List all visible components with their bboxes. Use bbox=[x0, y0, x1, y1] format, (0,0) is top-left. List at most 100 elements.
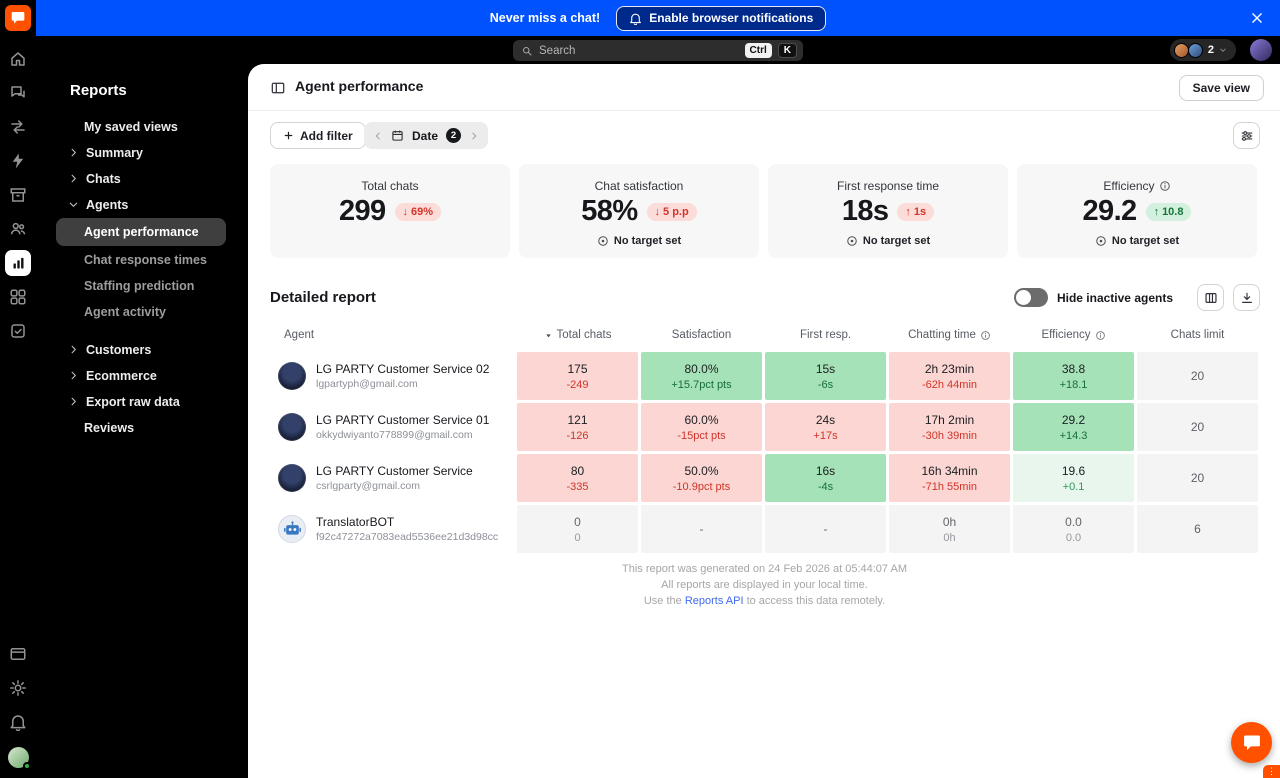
livechat-logo[interactable] bbox=[5, 5, 31, 31]
chevron-right-icon bbox=[68, 147, 79, 158]
sidebar-item-agents[interactable]: Agents bbox=[56, 192, 226, 217]
info-icon[interactable] bbox=[1159, 180, 1171, 192]
cell-total-chats: 121 -126 bbox=[517, 403, 638, 451]
nav-chats-icon[interactable] bbox=[9, 84, 27, 102]
info-icon[interactable] bbox=[980, 330, 991, 341]
metric-first-response-time: First response time 18s ↑ 1s No target se… bbox=[768, 164, 1008, 258]
cell-value: 20 bbox=[1190, 420, 1205, 434]
chevron-right-icon[interactable] bbox=[469, 131, 479, 141]
cell-delta: -6s bbox=[817, 378, 834, 391]
nav-apps-icon[interactable] bbox=[9, 288, 27, 306]
user-avatar[interactable] bbox=[1250, 39, 1272, 61]
agent-cell[interactable]: LG PARTY Customer Service csrlgparty@gmai… bbox=[270, 454, 514, 502]
sidebar-item-export-raw-data[interactable]: Export raw data bbox=[56, 389, 226, 414]
corner-widget-tab[interactable]: ⋮ bbox=[1263, 765, 1280, 778]
sidebar-item-label: Staffing prediction bbox=[84, 278, 195, 293]
agent-cell[interactable]: LG PARTY Customer Service 02 lgpartyph@gm… bbox=[270, 352, 514, 400]
target-icon bbox=[597, 235, 609, 247]
delta-value: 69% bbox=[411, 205, 434, 218]
chat-widget-button[interactable] bbox=[1231, 722, 1272, 763]
toggle-knob bbox=[1015, 290, 1031, 305]
sidebar-item-staffing-prediction[interactable]: Staffing prediction bbox=[56, 273, 226, 298]
cell-chatting-time: 0h 0h bbox=[889, 505, 1010, 553]
sidebar-item-chat-response-times[interactable]: Chat response times bbox=[56, 247, 226, 272]
collapse-sidebar-icon[interactable] bbox=[270, 80, 286, 96]
info-icon[interactable] bbox=[1095, 330, 1106, 341]
cell-first-resp: 16s -4s bbox=[765, 454, 886, 502]
sidebar-item-label: Summary bbox=[86, 145, 143, 160]
hide-inactive-agents-toggle[interactable] bbox=[1013, 288, 1048, 307]
cell-value: - bbox=[699, 522, 704, 536]
report-footer: This report was generated on 24 Feb 2026… bbox=[270, 561, 1259, 609]
agents-online-pill[interactable]: 2 bbox=[1169, 39, 1236, 61]
column-header-chatting-time[interactable]: Chatting time bbox=[889, 324, 1010, 346]
save-view-button[interactable]: Save view bbox=[1178, 75, 1264, 101]
nav-quality-icon[interactable] bbox=[9, 322, 27, 340]
sidebar-item-agent-activity[interactable]: Agent activity bbox=[56, 299, 226, 324]
column-header-satisfaction[interactable]: Satisfaction bbox=[671, 329, 732, 341]
add-filter-button[interactable]: Add filter bbox=[270, 122, 366, 149]
plus-icon bbox=[283, 130, 294, 141]
date-filter-chip[interactable]: Date 2 bbox=[364, 122, 489, 149]
icon-rail bbox=[0, 36, 36, 778]
column-header-first-resp[interactable]: First resp. bbox=[799, 329, 852, 341]
nav-reports-icon-active[interactable] bbox=[5, 250, 31, 276]
page-title: Agent performance bbox=[295, 78, 424, 94]
manage-columns-button[interactable] bbox=[1197, 284, 1224, 311]
cell-value: - bbox=[823, 522, 828, 536]
cell-delta: -249 bbox=[566, 378, 589, 391]
metric-value: 299 bbox=[338, 195, 386, 227]
cell-delta: -62h 44min bbox=[921, 378, 978, 391]
nav-settings-icon[interactable] bbox=[9, 679, 27, 697]
chevron-left-icon[interactable] bbox=[373, 131, 383, 141]
cell-delta: -15pct pts bbox=[677, 429, 726, 442]
toggle-label: Hide inactive agents bbox=[1056, 290, 1173, 305]
column-header-chats-limit[interactable]: Chats limit bbox=[1170, 329, 1225, 341]
nav-notifications-icon[interactable] bbox=[9, 713, 27, 731]
cell-value: 60.0% bbox=[684, 412, 719, 427]
sidebar-item-my-saved-views[interactable]: My saved views bbox=[56, 114, 226, 139]
search-input[interactable] bbox=[539, 44, 739, 57]
nav-archives-icon[interactable] bbox=[9, 186, 27, 204]
column-header-total-chats[interactable]: Total chats bbox=[517, 324, 638, 346]
cell-value: 50.0% bbox=[684, 463, 719, 478]
cell-value: 17h 2min bbox=[924, 412, 975, 427]
sidebar-item-reviews[interactable]: Reviews bbox=[56, 415, 226, 440]
sidebar-item-customers[interactable]: Customers bbox=[56, 337, 226, 362]
robot-icon bbox=[283, 520, 302, 539]
agent-cell[interactable]: LG PARTY Customer Service 01 okkydwiyanto… bbox=[270, 403, 514, 451]
cell-delta: +14.3 bbox=[1059, 429, 1088, 442]
target-label: No target set bbox=[613, 235, 682, 247]
sidebar-item-summary[interactable]: Summary bbox=[56, 140, 226, 165]
nav-traffic-icon[interactable] bbox=[9, 118, 27, 136]
column-header-label: Chatting time bbox=[908, 329, 976, 341]
agent-cell[interactable]: TranslatorBOT f92c47272a7083ead5536ee21d3… bbox=[270, 505, 514, 553]
enable-notifications-button[interactable]: Enable browser notifications bbox=[616, 5, 827, 31]
cell-delta: 0.0 bbox=[1065, 531, 1082, 544]
column-header-agent[interactable]: Agent bbox=[284, 329, 315, 341]
agent-name: LG PARTY Customer Service bbox=[316, 464, 473, 478]
download-report-button[interactable] bbox=[1233, 284, 1260, 311]
column-header-efficiency[interactable]: Efficiency bbox=[1013, 324, 1134, 346]
rail-user-avatar[interactable] bbox=[7, 747, 31, 770]
filter-settings-button[interactable] bbox=[1233, 122, 1260, 149]
banner-close-icon[interactable] bbox=[1250, 11, 1264, 25]
metric-delta-badge: ↓ 5 p.p bbox=[646, 202, 697, 221]
table-row: LG PARTY Customer Service 01 okkydwiyanto… bbox=[270, 403, 1259, 451]
sidebar-item-chats[interactable]: Chats bbox=[56, 166, 226, 191]
reports-api-link[interactable]: Reports API bbox=[684, 595, 744, 607]
metric-value: 58% bbox=[581, 195, 638, 227]
agent-name: LG PARTY Customer Service 02 bbox=[316, 362, 490, 376]
cell-delta: +17s bbox=[813, 429, 838, 442]
nav-team-icon[interactable] bbox=[9, 220, 27, 238]
nav-home-icon[interactable] bbox=[9, 50, 27, 68]
search-box[interactable]: Ctrl K bbox=[513, 40, 803, 61]
nav-automation-icon[interactable] bbox=[9, 152, 27, 170]
cell-chats-limit: 20 bbox=[1137, 403, 1258, 451]
sidebar-item-ecommerce[interactable]: Ecommerce bbox=[56, 363, 226, 388]
nav-billing-icon[interactable] bbox=[9, 645, 27, 663]
sidebar-item-agent-performance[interactable]: Agent performance bbox=[56, 218, 226, 246]
delta-arrow: ↓ bbox=[654, 205, 661, 218]
cell-chats-limit: 20 bbox=[1137, 454, 1258, 502]
